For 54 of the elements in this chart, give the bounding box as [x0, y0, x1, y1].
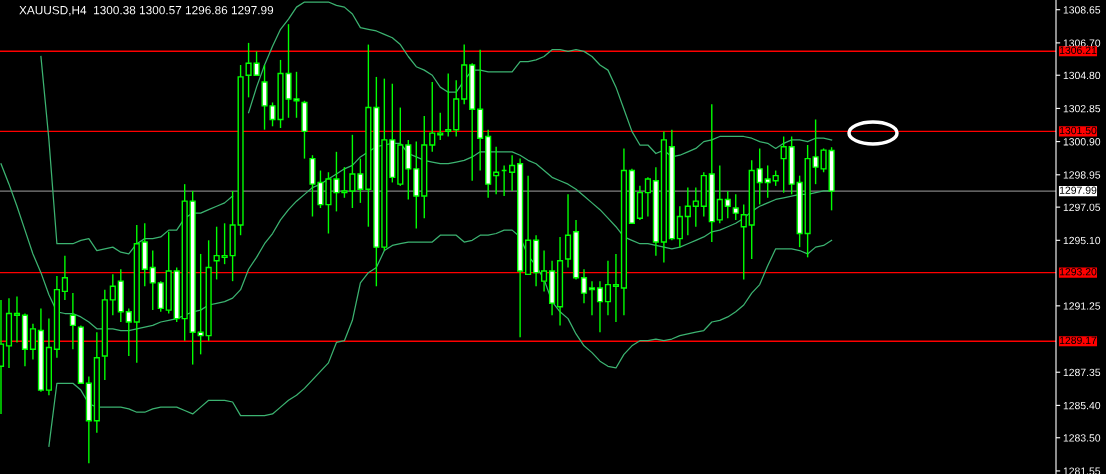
candlestick — [109, 273, 116, 316]
candlestick — [445, 72, 452, 138]
y-tick-label: 1281.55 — [1063, 467, 1101, 474]
candlestick — [429, 81, 436, 153]
candlestick — [732, 193, 739, 221]
candlestick — [588, 280, 596, 316]
candlestick — [69, 292, 76, 350]
candlestick — [149, 249, 156, 311]
candlestick — [780, 135, 787, 194]
candlestick — [692, 186, 699, 228]
y-tick-label: 1297.05 — [1063, 203, 1101, 212]
candlestick — [564, 193, 572, 269]
candlestick — [724, 190, 731, 219]
candlestick — [644, 176, 651, 218]
candlestick — [405, 139, 412, 201]
candlestick — [596, 280, 604, 333]
y-tick-label: 1283.50 — [1063, 434, 1101, 442]
candlestick — [125, 307, 132, 357]
candlestick — [676, 205, 683, 248]
ref-line-label: 1301.50 — [1059, 126, 1097, 135]
y-tick-label: 1287.35 — [1063, 368, 1101, 377]
candlestick — [764, 164, 771, 199]
y-tick-label: 1295.10 — [1063, 236, 1101, 245]
ref-line-label: 1289.17 — [1059, 336, 1097, 345]
candlestick — [604, 260, 612, 316]
ref-line-label: 1293.20 — [1059, 268, 1097, 276]
y-tick-label: 1298.95 — [1063, 171, 1101, 179]
candlestick — [357, 157, 364, 204]
line-series — [48, 229, 833, 447]
y-tick-label: 1306.70 — [1063, 39, 1101, 47]
candlestick — [716, 164, 723, 224]
candlestick — [213, 226, 220, 281]
y-tick-label: 1285.40 — [1063, 401, 1101, 410]
candlestick — [221, 222, 228, 265]
ref-line-label: 1297.99 — [1059, 186, 1097, 194]
candlestick — [13, 295, 21, 344]
candlestick — [509, 154, 516, 192]
candlestick — [740, 203, 747, 281]
chart-title: XAUUSD,H4 1300.38 1300.57 1296.86 1297.99 — [19, 6, 274, 16]
candlestick — [540, 249, 548, 293]
y-tick-label: 1304.80 — [1063, 71, 1101, 80]
candlestick — [29, 323, 37, 361]
y-tick-label: 1291.25 — [1063, 302, 1101, 310]
ref-line-label: 1306.21 — [1059, 46, 1097, 55]
y-tick-label: 1302.85 — [1063, 104, 1101, 113]
candlestick — [437, 111, 444, 141]
candlestick — [812, 118, 819, 185]
candlestick — [612, 253, 620, 323]
candlestick — [684, 186, 691, 236]
y-tick-label: 1300.90 — [1063, 138, 1101, 146]
y-tick-label: 1308.65 — [1063, 6, 1101, 14]
candlestick — [580, 268, 588, 304]
candlestick — [61, 254, 68, 301]
candlestick — [756, 147, 763, 206]
